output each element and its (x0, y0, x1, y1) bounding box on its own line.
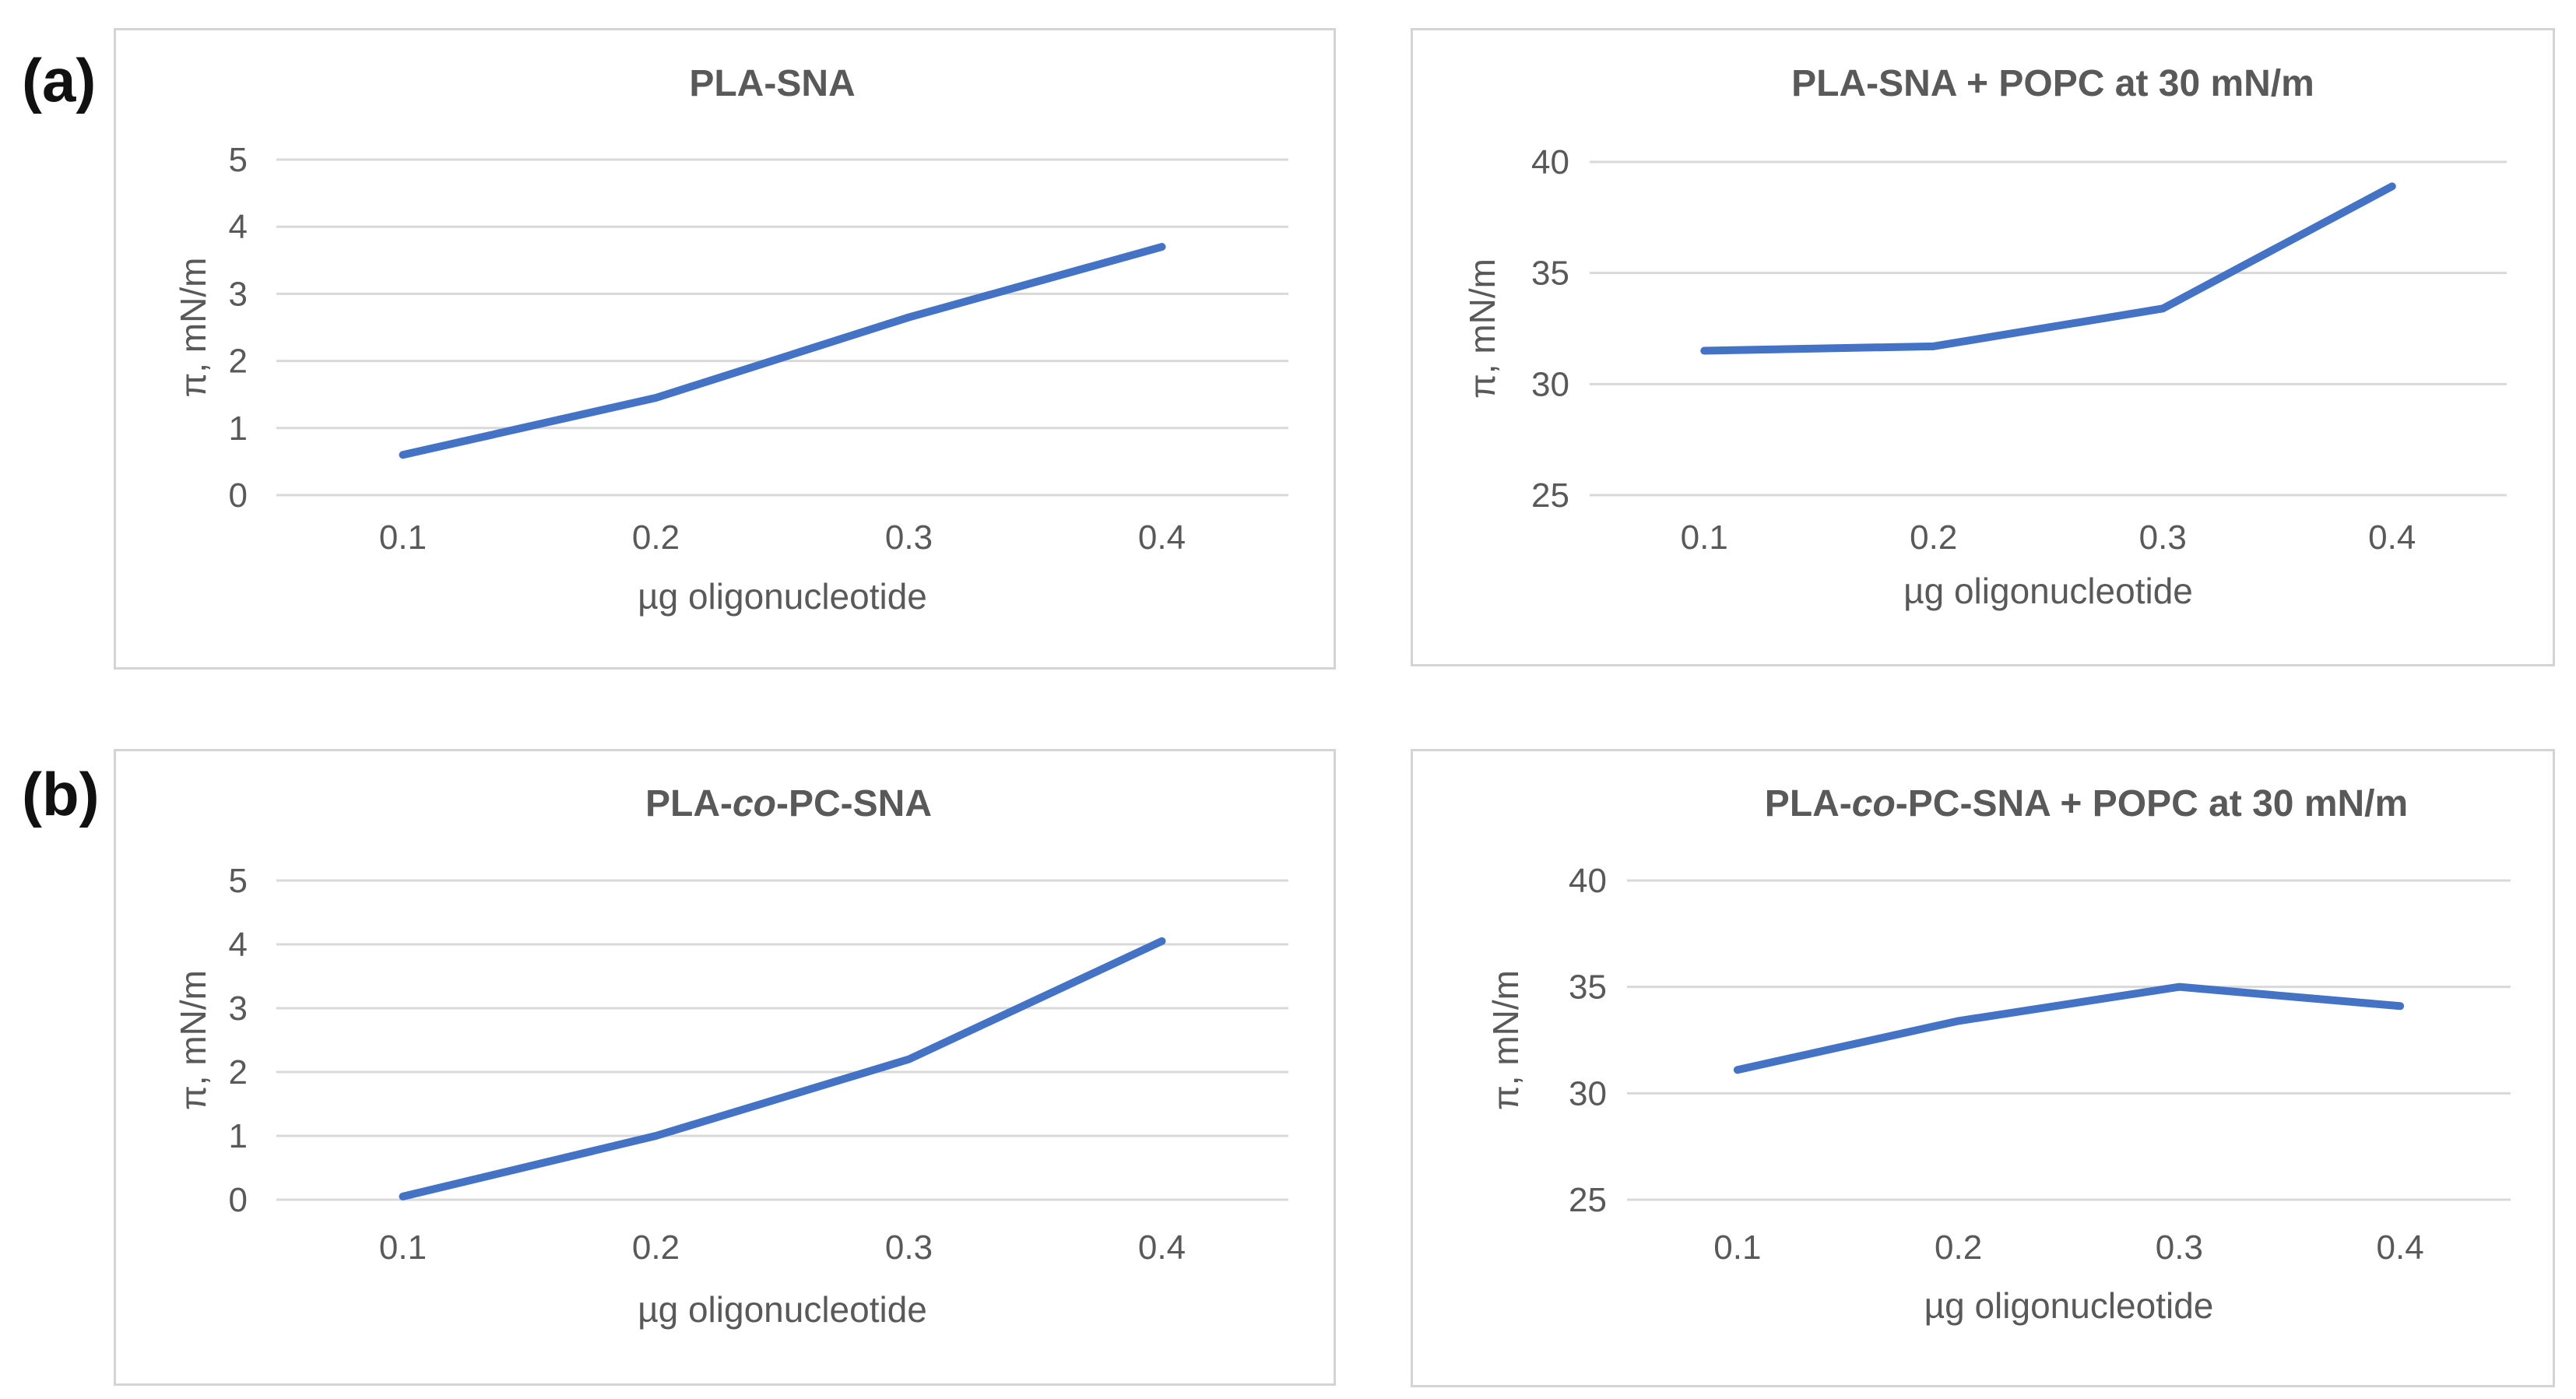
chart2-y-axis-label: π, mN/m (1462, 258, 1502, 399)
chart4-series-line (1733, 982, 2405, 1074)
chart1-y-tick-label: 3 (229, 275, 248, 313)
chart1-x-tick-label: 0.1 (379, 518, 427, 557)
chart4-title-part: co (1852, 783, 1896, 824)
chart2-y-tick-label: 30 (1531, 365, 1569, 403)
chart1-y-tick-label: 2 (229, 343, 248, 381)
chart4-x-tick-label: 0.1 (1713, 1229, 1761, 1267)
chart1-x-tick-label: 0.3 (885, 518, 933, 557)
chart4-y-tick-label: 30 (1569, 1074, 1607, 1113)
chart3-title-part: co (733, 783, 776, 824)
chart3-x-tick-label: 0.1 (379, 1229, 427, 1267)
chart1-x-tick-label: 0.2 (632, 518, 680, 557)
chart4-x-tick-label: 0.3 (2156, 1229, 2203, 1267)
chart2-x-tick-label: 0.2 (1910, 518, 1957, 557)
chart1-y-tick-label: 5 (229, 141, 248, 179)
chart-pla-sna-popc (1411, 28, 2555, 666)
chart2-x-axis-label: µg oligonucleotide (1903, 571, 2193, 611)
chart2-y-tick-label: 35 (1531, 255, 1569, 293)
chart1-title: PLA-SNA (689, 63, 855, 104)
chart2-x-tick-label: 0.1 (1681, 518, 1728, 557)
chart-pla-sna (114, 28, 1336, 670)
chart3-x-tick-label: 0.4 (1138, 1229, 1186, 1267)
chart3-y-axis-label: π, mN/m (173, 970, 213, 1110)
chart4-x-axis-label: µg oligonucleotide (1924, 1285, 2214, 1326)
chart4-y-tick-label: 40 (1569, 862, 1607, 900)
chart1-title-part: PLA-SNA (689, 63, 855, 104)
chart1-x-axis-label: µg oligonucleotide (638, 576, 927, 617)
chart-pla-co-pc-sna (114, 749, 1336, 1386)
chart2-x-tick-label: 0.3 (2139, 518, 2187, 557)
chart2-title: PLA-SNA + POPC at 30 mN/m (1791, 63, 2314, 104)
chart3-x-tick-label: 0.2 (632, 1229, 680, 1267)
panel-label-a: (a) (22, 46, 97, 114)
chart1-y-tick-label: 1 (229, 410, 248, 448)
chart4-title-part: -PC-SNA + POPC at 30 mN/m (1896, 783, 2408, 824)
chart4-x-tick-label: 0.4 (2377, 1229, 2424, 1267)
chart3-x-tick-label: 0.3 (885, 1229, 933, 1267)
chart1-y-tick-label: 4 (229, 208, 248, 246)
chart3-y-tick-label: 0 (229, 1181, 248, 1219)
chart4-y-axis-label: π, mN/m (1485, 970, 1526, 1110)
chart1-x-tick-label: 0.4 (1138, 518, 1186, 557)
chart3-y-tick-label: 4 (229, 926, 248, 964)
chart-pla-co-pc-sna-popc (1411, 749, 2555, 1387)
chart2-title-part: PLA-SNA + POPC at 30 mN/m (1791, 63, 2314, 104)
chart2-x-tick-label: 0.4 (2368, 518, 2416, 557)
chart2-series-line (1700, 182, 2396, 355)
chart1-series-line (399, 243, 1166, 459)
chart3-title-part: PLA- (645, 783, 733, 824)
chart3-y-tick-label: 1 (229, 1117, 248, 1155)
chart3-y-tick-label: 2 (229, 1053, 248, 1091)
chart1-y-tick-label: 0 (229, 476, 248, 515)
chart4-y-tick-label: 35 (1569, 968, 1607, 1007)
chart3-y-tick-label: 5 (229, 862, 248, 900)
panel-label-b: (b) (22, 760, 100, 828)
chart3-y-tick-label: 3 (229, 989, 248, 1028)
chart4-y-tick-label: 25 (1569, 1181, 1607, 1219)
chart2-y-tick-label: 25 (1531, 476, 1569, 515)
chart2-y-tick-label: 40 (1531, 143, 1569, 181)
chart4-title-part: PLA- (1765, 783, 1852, 824)
chart4-title: PLA-co-PC-SNA + POPC at 30 mN/m (1765, 783, 2408, 824)
chart3-series-line (399, 937, 1166, 1200)
chart4-x-tick-label: 0.2 (1935, 1229, 1982, 1267)
chart1-y-axis-label: π, mN/m (173, 258, 213, 398)
chart3-x-axis-label: µg oligonucleotide (638, 1289, 927, 1330)
chart3-title-part: -PC-SNA (776, 783, 932, 824)
chart3-title: PLA-co-PC-SNA (645, 783, 932, 824)
